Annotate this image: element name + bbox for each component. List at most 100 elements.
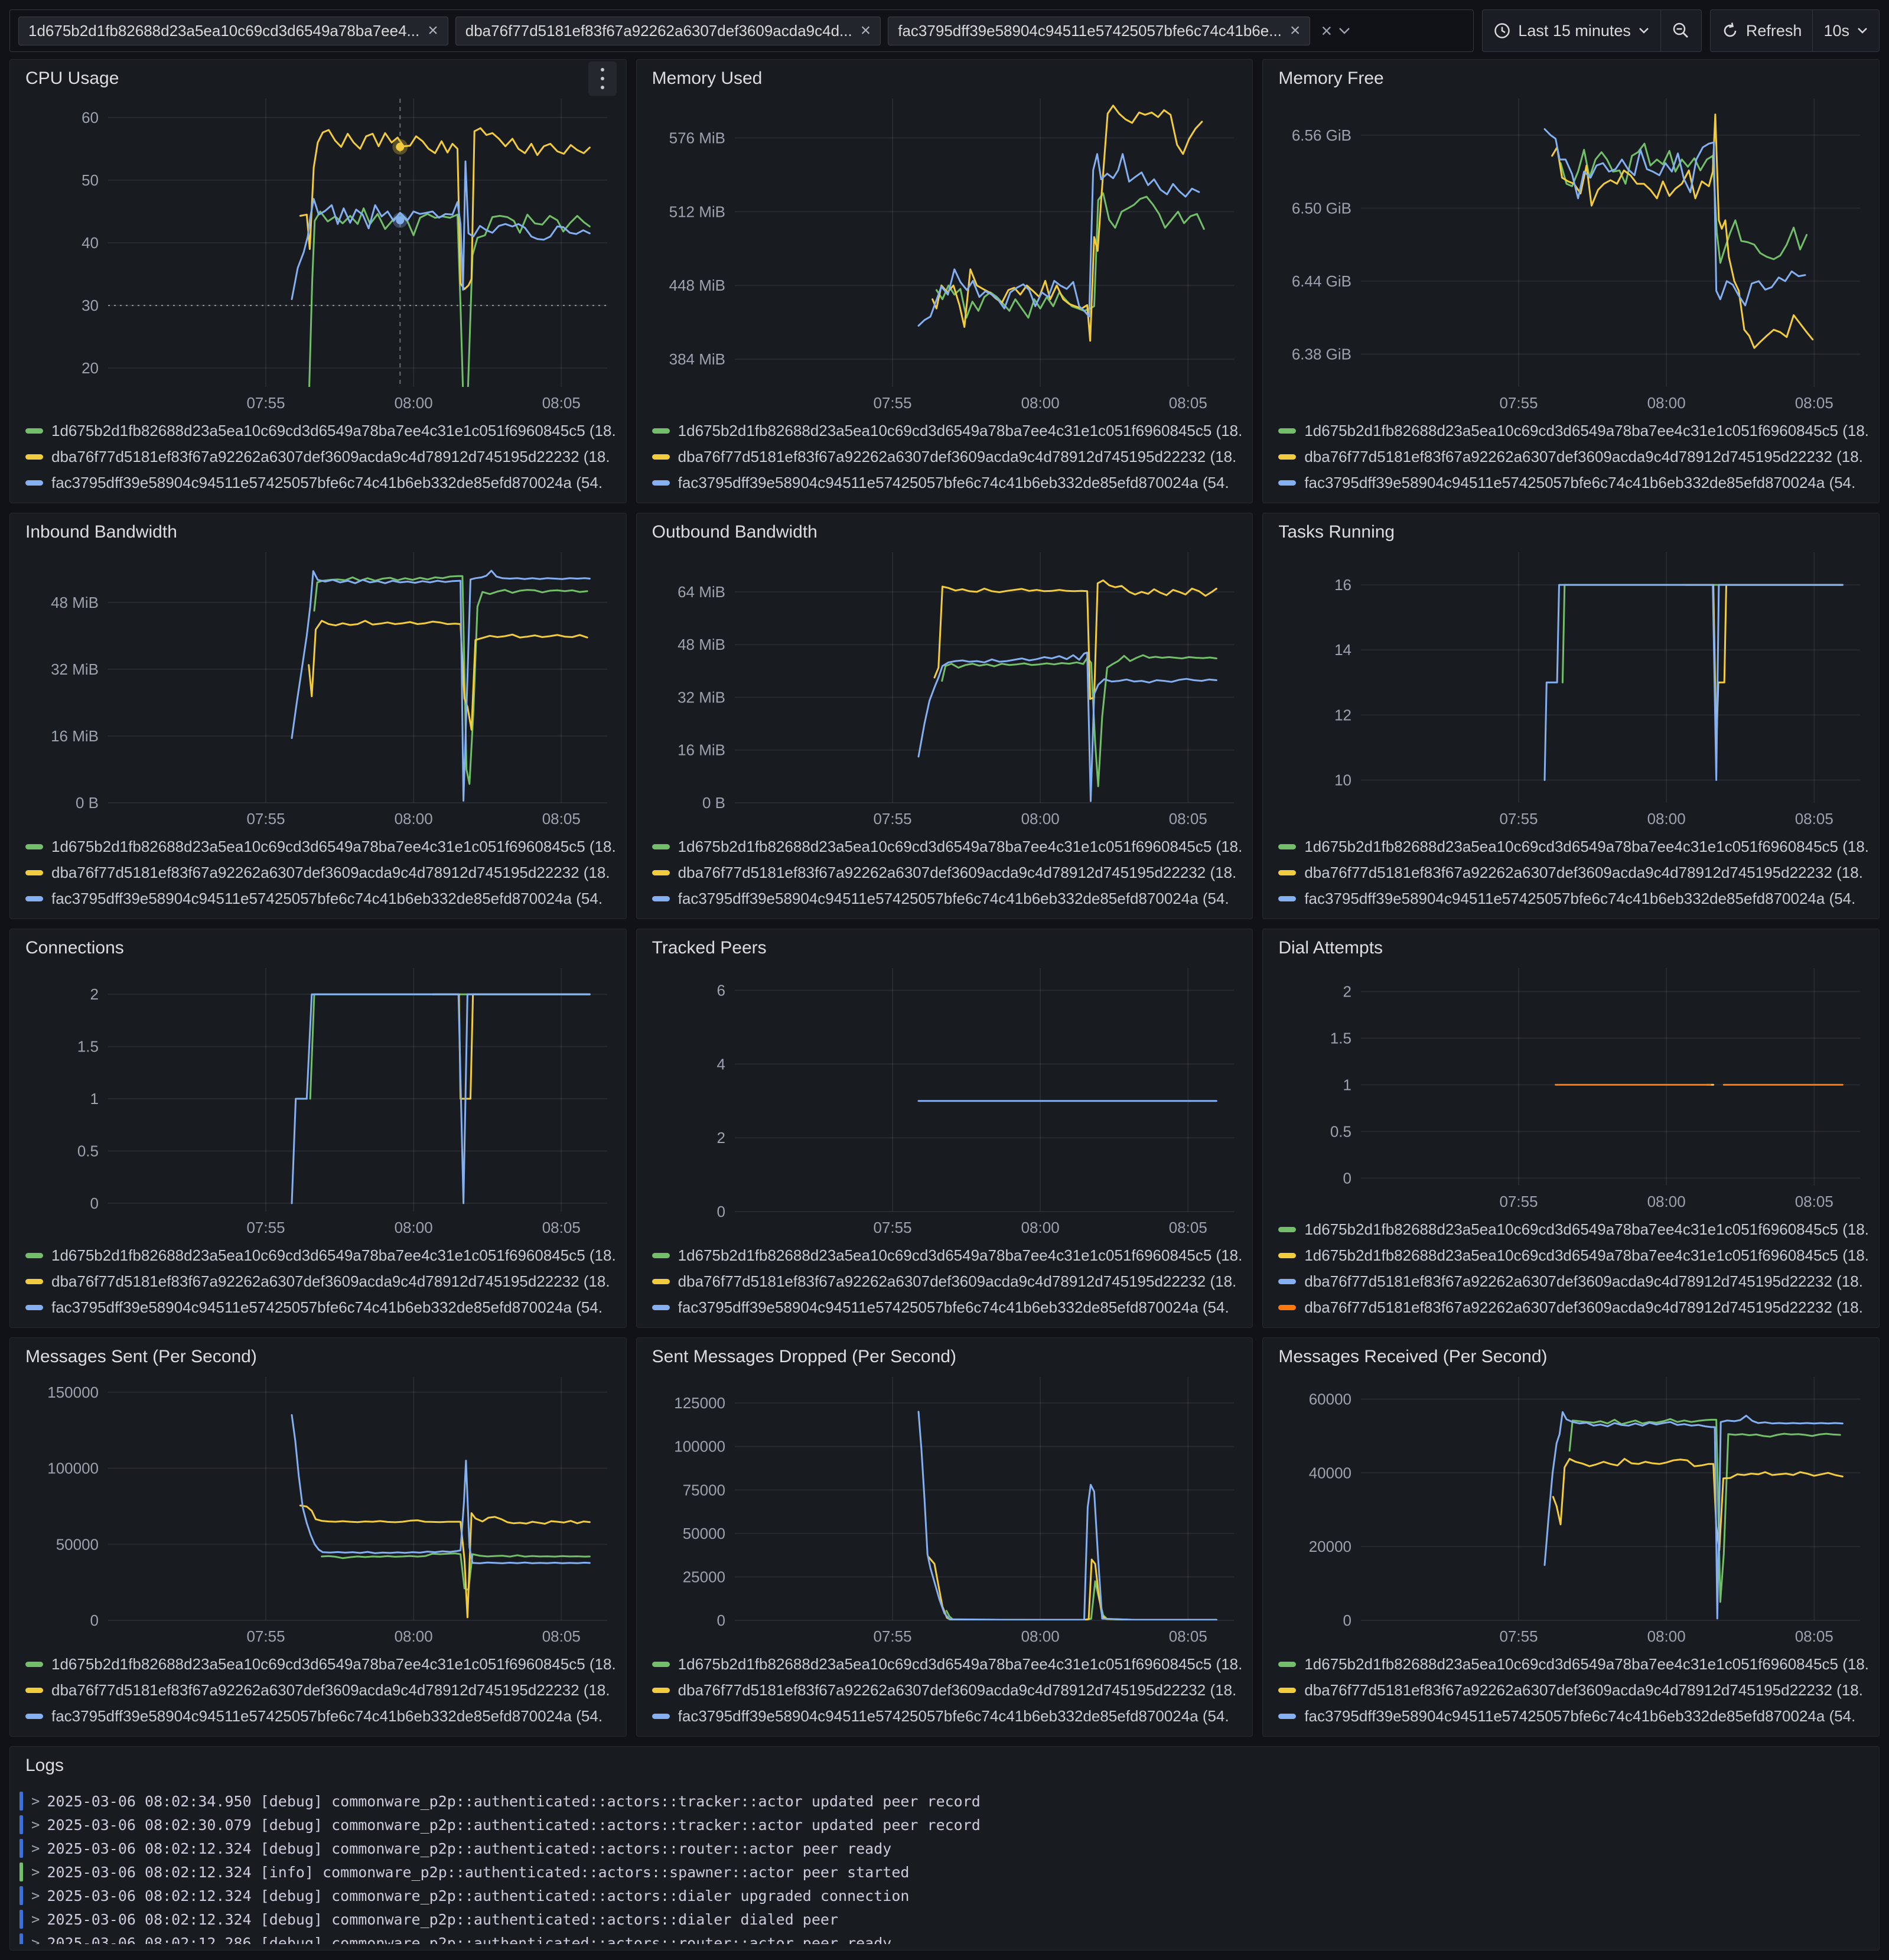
svg-text:0: 0 <box>90 1194 99 1212</box>
legend-item[interactable]: dba76f77d5181ef83f67a92262a6307def3609ac… <box>25 1677 617 1703</box>
time-series-chart[interactable]: 0 B 16 MiB 32 MiB 48 MiB 07:55 08:00 08:05 <box>19 545 617 830</box>
expand-chevron-icon[interactable]: > <box>31 1816 40 1833</box>
expand-chevron-icon[interactable]: > <box>31 1840 40 1857</box>
chart-plot[interactable]: 0 20000 40000 60000 07:55 08:00 08:05 <box>1272 1370 1870 1648</box>
time-series-chart[interactable]: 384 MiB 448 MiB 512 MiB 576 MiB 07:55 08:00 08… <box>646 92 1243 414</box>
chart-plot[interactable]: 0 B 16 MiB 32 MiB 48 MiB 07:55 08:00 08:05 <box>19 545 617 830</box>
legend-item[interactable]: 1d675b2d1fb82688d23a5ea10c69cd3d6549a78b… <box>1278 1651 1870 1677</box>
chart-plot[interactable]: 384 MiB 448 MiB 512 MiB 576 MiB 07:55 08:00 08… <box>646 92 1243 414</box>
chart-plot[interactable]: 0 0.5 1 1.5 2 07:55 08:00 08:05 <box>1272 961 1870 1213</box>
time-series-chart[interactable]: 0 0.5 1 1.5 2 07:55 08:00 08:05 <box>1272 961 1870 1213</box>
legend-item[interactable]: 1d675b2d1fb82688d23a5ea10c69cd3d6549a78b… <box>652 834 1243 859</box>
legend-item[interactable]: dba76f77d5181ef83f67a92262a6307def3609ac… <box>652 444 1243 470</box>
remove-filter-icon[interactable]: × <box>860 21 871 40</box>
legend-item[interactable]: dba76f77d5181ef83f67a92262a6307def3609ac… <box>25 1268 617 1294</box>
log-row[interactable]: > 2025-03-06 08:02:12.324 [info] commonw… <box>19 1860 1870 1884</box>
time-range-button[interactable]: Last 15 minutes <box>1483 10 1660 51</box>
time-series-chart[interactable]: 0 0.5 1 1.5 2 07:55 08:00 08:05 <box>19 961 617 1239</box>
chart-plot[interactable]: 0 2 4 6 07:55 08:00 08:05 <box>646 961 1243 1239</box>
legend-item[interactable]: fac3795dff39e58904c94511e57425057bfe6c74… <box>652 1703 1243 1729</box>
legend-item[interactable]: 1d675b2d1fb82688d23a5ea10c69cd3d6549a78b… <box>1278 834 1870 859</box>
legend-item[interactable]: 1d675b2d1fb82688d23a5ea10c69cd3d6549a78b… <box>1278 1242 1870 1268</box>
legend-item[interactable]: dba76f77d5181ef83f67a92262a6307def3609ac… <box>1278 859 1870 885</box>
filter-chip[interactable]: 1d675b2d1fb82688d23a5ea10c69cd3d6549a78b… <box>18 16 448 45</box>
legend-series-marker <box>25 896 43 901</box>
legend-item[interactable]: dba76f77d5181ef83f67a92262a6307def3609ac… <box>1278 444 1870 470</box>
zoom-out-button[interactable] <box>1661 10 1701 51</box>
filter-clear-controls[interactable]: × <box>1321 20 1351 42</box>
panel-menu-button[interactable] <box>588 61 617 96</box>
dashboard-panel: Messages Sent (Per Second) 0 50000 100000 1… <box>9 1337 627 1737</box>
remove-filter-icon[interactable]: × <box>1289 21 1301 40</box>
legend-item[interactable]: fac3795dff39e58904c94511e57425057bfe6c74… <box>1278 470 1870 496</box>
legend-item[interactable]: dba76f77d5181ef83f67a92262a6307def3609ac… <box>652 1268 1243 1294</box>
legend-item[interactable]: 1d675b2d1fb82688d23a5ea10c69cd3d6549a78b… <box>652 418 1243 444</box>
legend-item[interactable]: dba76f77d5181ef83f67a92262a6307def3609ac… <box>25 444 617 470</box>
legend-item[interactable]: fac3795dff39e58904c94511e57425057bfe6c74… <box>25 470 617 496</box>
legend-item[interactable]: fac3795dff39e58904c94511e57425057bfe6c74… <box>25 1703 617 1729</box>
legend-item[interactable]: 1d675b2d1fb82688d23a5ea10c69cd3d6549a78b… <box>1278 418 1870 444</box>
chart-plot[interactable]: 0 0.5 1 1.5 2 07:55 08:00 08:05 <box>19 961 617 1239</box>
log-row[interactable]: > 2025-03-06 08:02:12.286 [debug] common… <box>19 1931 1870 1944</box>
legend-item[interactable]: 1d675b2d1fb82688d23a5ea10c69cd3d6549a78b… <box>652 1242 1243 1268</box>
time-series-chart[interactable]: 10 12 14 16 07:55 08:00 08:05 <box>1272 545 1870 830</box>
legend-item[interactable]: dba76f77d5181ef83f67a92262a6307def3609ac… <box>652 1677 1243 1703</box>
time-range-picker[interactable]: Last 15 minutes <box>1482 9 1702 52</box>
expand-chevron-icon[interactable]: > <box>31 1864 40 1880</box>
legend-item[interactable]: fac3795dff39e58904c94511e57425057bfe6c74… <box>25 885 617 911</box>
log-row[interactable]: > 2025-03-06 08:02:12.324 [debug] common… <box>19 1837 1870 1860</box>
filter-chip[interactable]: fac3795dff39e58904c94511e57425057bfe6c74… <box>888 16 1311 45</box>
log-row[interactable]: > 2025-03-06 08:02:12.324 [debug] common… <box>19 1907 1870 1931</box>
chart-plot[interactable]: 6.38 GiB 6.44 GiB 6.50 GiB 6.56 GiB 07:55 08:… <box>1272 92 1870 414</box>
legend-item[interactable]: 1d675b2d1fb82688d23a5ea10c69cd3d6549a78b… <box>25 834 617 859</box>
legend-item[interactable]: dba76f77d5181ef83f67a92262a6307def3609ac… <box>1278 1677 1870 1703</box>
filter-chip[interactable]: dba76f77d5181ef83f67a92262a6307def3609ac… <box>455 16 881 45</box>
chart-legend: 1d675b2d1fb82688d23a5ea10c69cd3d6549a78b… <box>1272 1213 1870 1321</box>
time-series-chart[interactable]: 6.38 GiB 6.44 GiB 6.50 GiB 6.56 GiB 07:55 08:… <box>1272 92 1870 414</box>
legend-series-marker <box>652 844 670 849</box>
time-series-chart[interactable]: 0 20000 40000 60000 07:55 08:00 08:05 <box>1272 1370 1870 1648</box>
legend-item[interactable]: dba76f77d5181ef83f67a92262a6307def3609ac… <box>1278 1268 1870 1294</box>
expand-chevron-icon[interactable]: > <box>31 1935 40 1944</box>
expand-chevron-icon[interactable]: > <box>31 1793 40 1809</box>
chart-plot[interactable]: 0 25000 50000 75000 100000 125000 07:55 08:00 08… <box>646 1370 1243 1648</box>
legend-item[interactable]: fac3795dff39e58904c94511e57425057bfe6c74… <box>1278 1703 1870 1729</box>
refresh-button[interactable]: Refresh <box>1711 10 1813 51</box>
legend-item[interactable]: 1d675b2d1fb82688d23a5ea10c69cd3d6549a78b… <box>25 1242 617 1268</box>
chart-plot[interactable]: 0 B 16 MiB 32 MiB 48 MiB 64 MiB 07:55 08:00 08:… <box>646 545 1243 830</box>
legend-item[interactable]: 1d675b2d1fb82688d23a5ea10c69cd3d6549a78b… <box>652 1651 1243 1677</box>
chart-plot[interactable]: 20 30 40 50 60 07:55 08:00 08:05 <box>19 92 617 414</box>
expand-chevron-icon[interactable]: > <box>31 1887 40 1904</box>
time-series-chart[interactable]: 20 30 40 50 60 07:55 08:00 08:05 <box>19 92 617 414</box>
chart-plot[interactable]: 0 50000 100000 150000 07:55 08:00 08:05 <box>19 1370 617 1648</box>
legend-item[interactable]: fac3795dff39e58904c94511e57425057bfe6c74… <box>1278 885 1870 911</box>
clear-all-filters-icon[interactable]: × <box>1321 19 1333 41</box>
legend-item[interactable]: fac3795dff39e58904c94511e57425057bfe6c74… <box>652 1294 1243 1320</box>
legend-item[interactable]: fac3795dff39e58904c94511e57425057bfe6c74… <box>652 885 1243 911</box>
dashboard-panel: Sent Messages Dropped (Per Second) 0 2500… <box>636 1337 1253 1737</box>
legend-item[interactable]: dba76f77d5181ef83f67a92262a6307def3609ac… <box>652 859 1243 885</box>
template-variable-filter[interactable]: 1d675b2d1fb82688d23a5ea10c69cd3d6549a78b… <box>9 9 1474 52</box>
time-series-chart[interactable]: 0 2 4 6 07:55 08:00 08:05 <box>646 961 1243 1239</box>
remove-filter-icon[interactable]: × <box>428 21 438 40</box>
time-series-chart[interactable]: 0 25000 50000 75000 100000 125000 07:55 08:00 08… <box>646 1370 1243 1648</box>
legend-item[interactable]: dba76f77d5181ef83f67a92262a6307def3609ac… <box>1278 1294 1870 1320</box>
expand-chevron-icon[interactable]: > <box>31 1911 40 1928</box>
refresh-interval-button[interactable]: 10s <box>1813 10 1879 51</box>
log-row[interactable]: > 2025-03-06 08:02:30.079 [debug] common… <box>19 1813 1870 1837</box>
chart-plot[interactable]: 10 12 14 16 07:55 08:00 08:05 <box>1272 545 1870 830</box>
series-line <box>1552 1458 1844 1551</box>
time-series-chart[interactable]: 0 B 16 MiB 32 MiB 48 MiB 64 MiB 07:55 08:00 08:… <box>646 545 1243 830</box>
legend-item[interactable]: 1d675b2d1fb82688d23a5ea10c69cd3d6549a78b… <box>1278 1216 1870 1242</box>
chevron-down-icon[interactable] <box>1338 26 1351 35</box>
svg-text:64 MiB: 64 MiB <box>678 583 725 601</box>
time-series-chart[interactable]: 0 50000 100000 150000 07:55 08:00 08:05 <box>19 1370 617 1648</box>
legend-item[interactable]: dba76f77d5181ef83f67a92262a6307def3609ac… <box>25 859 617 885</box>
log-row[interactable]: > 2025-03-06 08:02:34.950 [debug] common… <box>19 1789 1870 1813</box>
legend-item[interactable]: fac3795dff39e58904c94511e57425057bfe6c74… <box>652 470 1243 496</box>
legend-item[interactable]: fac3795dff39e58904c94511e57425057bfe6c74… <box>25 1294 617 1320</box>
legend-item[interactable]: 1d675b2d1fb82688d23a5ea10c69cd3d6549a78b… <box>25 418 617 444</box>
panel-title: CPU Usage <box>25 69 119 88</box>
legend-item[interactable]: 1d675b2d1fb82688d23a5ea10c69cd3d6549a78b… <box>25 1651 617 1677</box>
log-row[interactable]: > 2025-03-06 08:02:12.324 [debug] common… <box>19 1884 1870 1907</box>
